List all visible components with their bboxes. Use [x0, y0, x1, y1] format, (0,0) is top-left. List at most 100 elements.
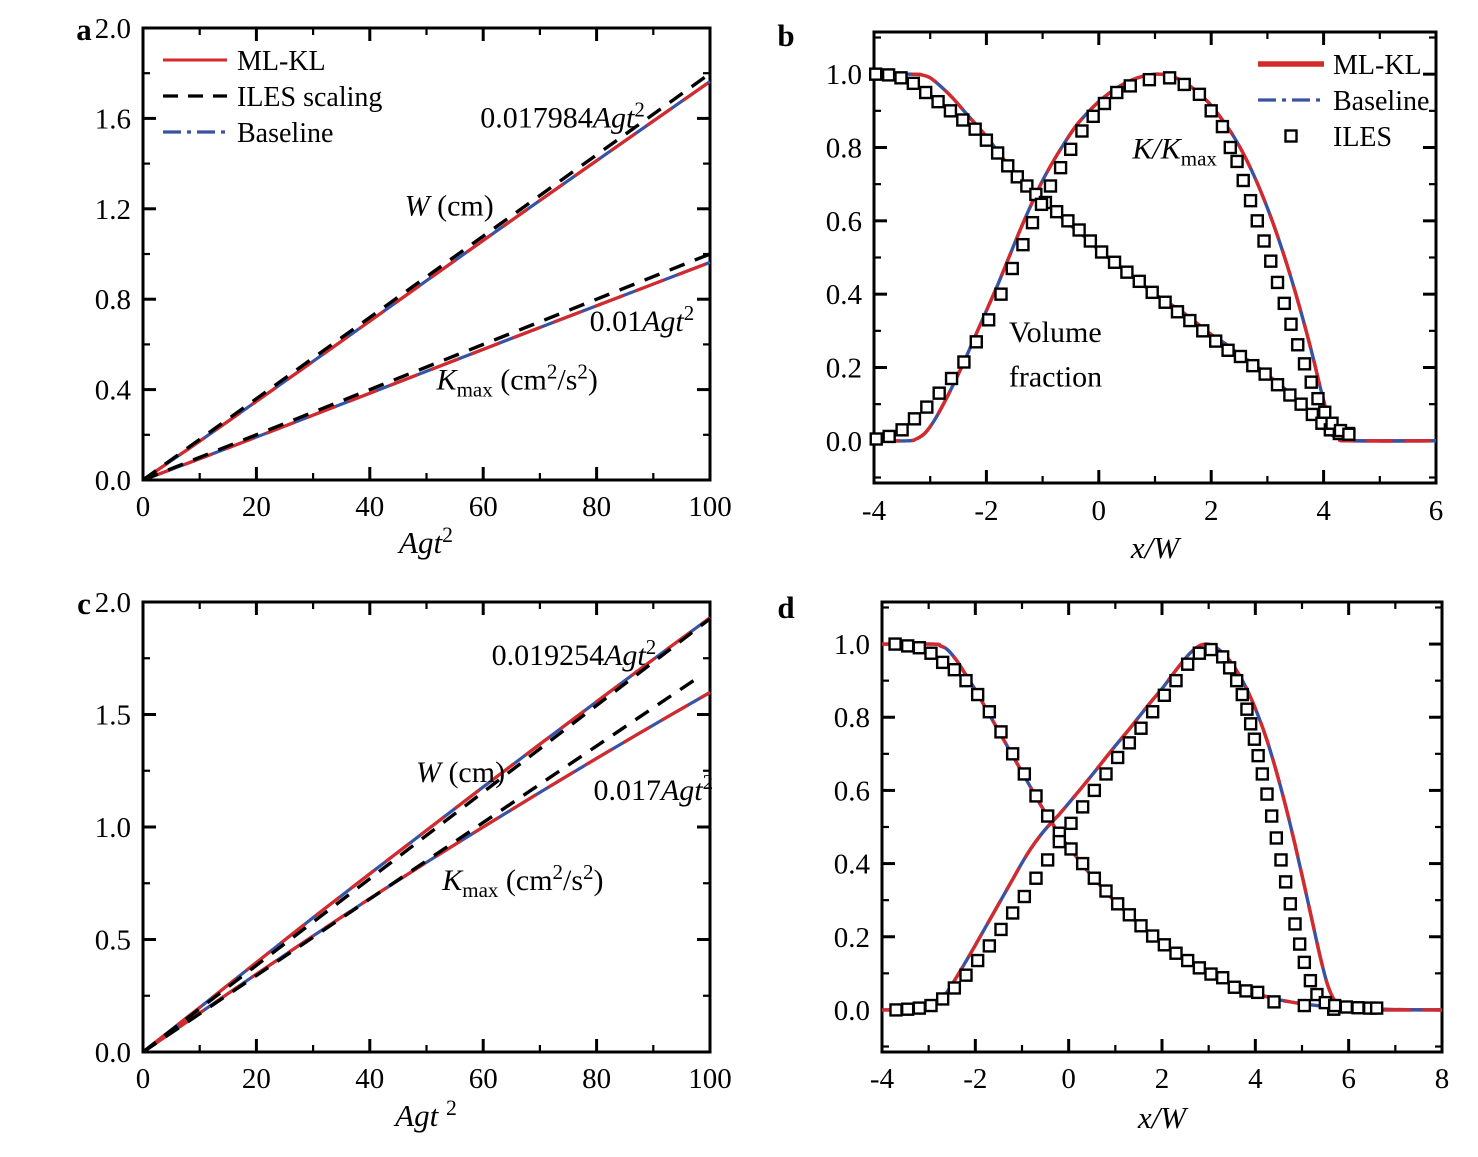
iles-square-marker-icon [912, 641, 927, 655]
iles-square-marker-icon [920, 400, 934, 414]
iles-square-marker-icon [1010, 170, 1025, 184]
iles-square-marker-icon [907, 412, 922, 426]
iles-square-marker-icon [932, 386, 946, 400]
annotation: W (cm) [405, 190, 494, 223]
y-tick-label: 2.0 [95, 587, 131, 619]
iles-square-marker-icon [1072, 223, 1086, 237]
panel-letter: c [77, 586, 91, 621]
iles-square-marker-icon [889, 1003, 903, 1017]
iles-square-marker-icon [1223, 140, 1238, 155]
iles-square-marker-icon [1192, 646, 1207, 660]
annotation: Kmax (cm2/s2) [441, 860, 603, 902]
iles-square-marker-icon [1020, 179, 1034, 193]
x-tick-label: 4 [1316, 495, 1331, 527]
annotation: 0.01Agt2 [590, 301, 695, 338]
iles-square-marker-icon [1235, 687, 1249, 702]
iles-square-marker-icon [1288, 917, 1302, 931]
x-tick-label: 40 [355, 1063, 384, 1095]
iles-square-marker-icon [990, 146, 1005, 160]
iles-square-marker-icon [1247, 732, 1262, 746]
iles-square-marker-icon [1243, 717, 1258, 731]
y-tick-label: 0.4 [95, 375, 132, 407]
iles-square-marker-icon [1351, 1001, 1365, 1015]
panel-c: 0 20 40 60 80 100 0.0 0.5 1.0 1.5 2.0 Agt 2 0.019254… [77, 586, 732, 1133]
iles-square-marker-icon [1170, 305, 1185, 319]
iles-square-marker-icon [1230, 154, 1244, 169]
iles-square-marker-icon [1318, 405, 1332, 419]
iles-square-marker-icon [947, 981, 962, 995]
iles-square-marker-icon [888, 637, 902, 651]
y-tick-label: 0.0 [95, 1037, 131, 1069]
iles-square-marker-icon [1017, 767, 1032, 781]
iles-square-marker-icon [1196, 324, 1210, 338]
iles-square-marker-icon [1192, 961, 1207, 975]
x-tick-label: 20 [242, 491, 271, 523]
x-tick-label: 0 [1092, 495, 1107, 527]
iles-square-marker-icon [994, 725, 1008, 739]
iles-square-marker-icon [1083, 234, 1098, 248]
iles-square-marker-icon [982, 939, 997, 953]
iles-square-marker-icon [1250, 985, 1265, 1000]
iles-square-marker-icon [1278, 875, 1293, 889]
iles-square-marker-icon [1180, 953, 1195, 968]
y-tick-label: 0.4 [826, 279, 863, 311]
y-tick-label: 0.5 [95, 925, 131, 957]
legend-label: ILES [1333, 122, 1392, 153]
panel-letter: d [777, 590, 794, 625]
y-tick-label: 0.0 [826, 426, 862, 458]
iles-square-marker-icon [1099, 767, 1113, 781]
x-tick-label: 60 [469, 491, 498, 523]
x-tick-label: 100 [688, 1063, 732, 1095]
x-tick-label: 2 [1155, 1063, 1170, 1095]
annotation: Kmax (cm2/s2) [436, 360, 598, 402]
x-axis-label: Agt2 [397, 523, 453, 560]
iles-square-marker-icon [1204, 104, 1218, 118]
x-tick-label: 20 [242, 1063, 271, 1095]
iles-square-marker-icon [1257, 234, 1271, 248]
iles-square-marker-icon [1134, 721, 1148, 735]
iles-square-marker-icon [1291, 338, 1305, 352]
iles-square-marker-icon [1236, 173, 1250, 188]
iles-square-marker-icon [1132, 274, 1146, 289]
iles-square-marker-icon [1255, 767, 1270, 781]
iles-square-marker-icon [1005, 747, 1020, 761]
legend-label: ILES scaling [237, 82, 382, 113]
iles-square-marker-icon [1180, 657, 1195, 671]
y-tick-label: 0.8 [834, 702, 870, 734]
iles-square-marker-icon [1264, 254, 1278, 268]
x-tick-label: -4 [862, 495, 887, 527]
iles-square-marker-icon [1017, 889, 1032, 904]
x-tick-label: 100 [688, 491, 732, 523]
x-tick-label: -4 [870, 1063, 895, 1095]
iles-square-marker-icon [1325, 416, 1339, 430]
x-tick-label: 8 [1435, 1063, 1450, 1095]
y-tick-label: 1.2 [95, 194, 131, 226]
iles-square-marker-icon [924, 998, 938, 1013]
iles-square-marker-icon [1064, 842, 1078, 856]
x-tick-label: 40 [355, 491, 384, 523]
x-tick-label: 80 [582, 1063, 611, 1095]
legend-item: ILES scaling [163, 82, 382, 113]
iles-square-marker-icon [1229, 673, 1244, 688]
series-Kmax-iles-scaling [142, 675, 700, 1054]
y-tick-label: 2.0 [95, 13, 131, 45]
iles-square-marker-icon [900, 639, 915, 653]
legend-item: ILES [1284, 122, 1392, 153]
iles-square-marker-icon [1274, 853, 1288, 867]
panel-b: -4 -2 0 2 4 6 0.0 0.2 0.4 0.6 0.8 1.0 x/W K/Kmax Volum… [777, 18, 1443, 565]
x-tick-label: 6 [1429, 495, 1444, 527]
y-tick-label: 0.4 [834, 849, 871, 881]
x-axis-label: x/W [1130, 530, 1182, 565]
iles-square-marker-icon [924, 646, 938, 660]
iles-square-marker-icon [1169, 673, 1183, 688]
iles-square-marker-icon [1183, 313, 1197, 328]
iles-square-marker-icon [1087, 783, 1102, 798]
y-tick-label: 1.6 [95, 103, 131, 135]
iles-square-marker-icon [881, 68, 896, 82]
iles-square-marker-icon [981, 313, 996, 327]
iles-square-marker-icon [1005, 261, 1019, 276]
iles-square-marker-icon [1122, 736, 1137, 750]
iles-square-marker-icon [1294, 397, 1308, 411]
iles-square-marker-icon [1016, 237, 1030, 252]
iles-square-marker-icon [1284, 317, 1298, 331]
